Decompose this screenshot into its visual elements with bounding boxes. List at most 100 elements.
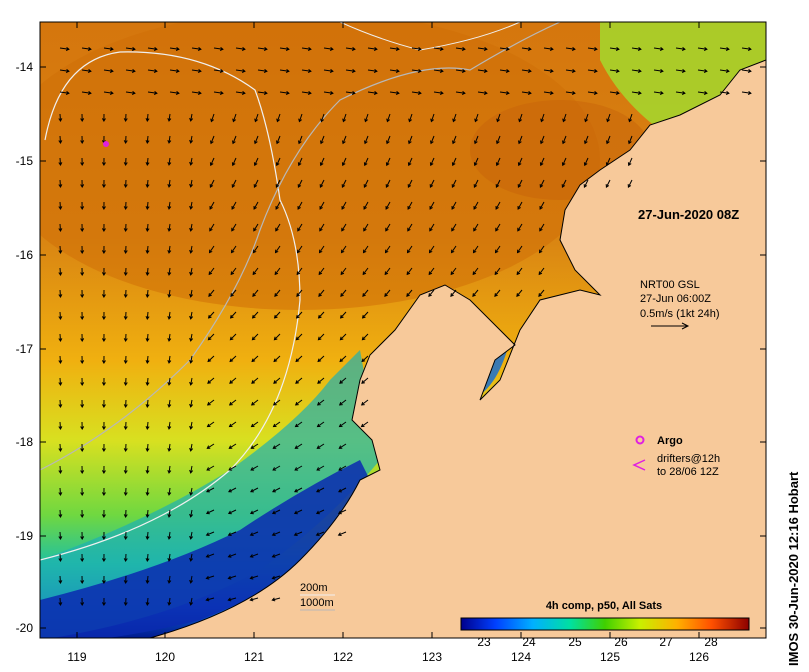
current-vector-head [123, 558, 128, 562]
current-vector-head [58, 140, 63, 144]
current-vector [228, 597, 237, 601]
current-vector-head [293, 532, 298, 536]
current-vector-head [197, 47, 202, 51]
colorbar-label: 28 [704, 635, 718, 649]
current-vector [295, 421, 303, 428]
current-vector [386, 113, 391, 122]
current-vector-head [338, 467, 343, 471]
current-vector-head [80, 558, 85, 562]
current-vector-head [338, 488, 342, 493]
current-vector [338, 465, 347, 471]
current-vector [81, 91, 91, 94]
current-vector-head [495, 227, 499, 232]
current-vector [697, 47, 707, 50]
current-vector [146, 399, 149, 408]
current-vector-head [496, 118, 501, 123]
current-vector [609, 69, 619, 72]
current-vector-head [430, 118, 435, 123]
current-vector-head [80, 316, 85, 320]
current-vector-head [329, 91, 334, 95]
lat-tick-label: -14 [16, 60, 34, 74]
current-vector-head [229, 358, 234, 363]
current-vector-head [583, 184, 588, 188]
current-legend: NRT00 GSL 27-Jun 06:00Z 0.5m/s (1kt 24h) [640, 279, 719, 330]
current-vector-head [205, 532, 210, 536]
current-vector-head [58, 404, 63, 408]
current-vector [276, 157, 281, 166]
current-vector-head [273, 380, 277, 384]
current-vector [190, 531, 193, 539]
current-vector-head [516, 249, 521, 254]
current-vector-head [123, 448, 128, 452]
current-vector-head [101, 294, 106, 298]
current-vector-head [439, 69, 444, 73]
current-vector [562, 113, 567, 122]
current-vector-head [80, 492, 85, 496]
current-vector-head [297, 205, 301, 210]
current-vector-head [472, 271, 477, 276]
current-vector-head [167, 447, 172, 452]
current-vector [279, 69, 289, 72]
current-vector-head [351, 69, 356, 73]
current-vector [609, 47, 619, 50]
current-vector-head [228, 401, 233, 406]
current-vector [494, 267, 501, 275]
current-vector-head [294, 401, 299, 406]
land-mass [150, 22, 766, 638]
current-vector-head [316, 445, 321, 449]
current-vector-head [483, 69, 488, 73]
current-vector-head [65, 47, 70, 51]
current-vector-head [637, 91, 642, 95]
current-vector [253, 223, 259, 232]
current-vector [59, 377, 61, 386]
current-vector-head [351, 47, 356, 51]
current-vector [341, 179, 347, 188]
current-vector-head [473, 205, 477, 210]
current-vector [565, 69, 575, 72]
current-vector-head [65, 91, 70, 95]
current-vector-head [175, 47, 180, 51]
colorbar-ramp [460, 617, 750, 631]
current-vector-head [450, 249, 455, 254]
current-vector [543, 47, 553, 50]
current-vector [59, 289, 61, 298]
current-vector [251, 421, 259, 428]
current-vector [272, 531, 281, 536]
current-vector [319, 245, 325, 253]
current-vector [190, 289, 193, 297]
current-vector-head [167, 271, 172, 276]
current-vector [339, 421, 347, 428]
current-vector [499, 47, 509, 50]
current-vector [190, 487, 193, 495]
current-vector-head [517, 205, 521, 210]
current-vector-head [637, 47, 642, 51]
current-vector [499, 69, 509, 72]
current-vector-head [294, 445, 299, 449]
current-vector-head [123, 294, 128, 298]
current-vector [190, 267, 193, 275]
current-vector [279, 91, 289, 94]
current-vector [168, 553, 171, 561]
current-vector-head [373, 69, 378, 73]
current-vector [407, 245, 413, 253]
current-vector-head [275, 227, 279, 232]
current-vector-head [207, 358, 212, 363]
current-vector-head [80, 272, 85, 276]
current-vector-head [252, 271, 257, 276]
current-vector [496, 157, 501, 166]
current-vector [429, 245, 435, 253]
current-vector [273, 421, 281, 428]
current-vector-head [461, 69, 466, 73]
current-vector [430, 135, 435, 144]
current-vector [250, 553, 259, 558]
current-vector-head [145, 535, 150, 540]
current-vector [207, 399, 215, 406]
current-vector-head [249, 532, 254, 536]
lon-tick-label: 122 [333, 650, 353, 664]
current-vector-head [175, 69, 180, 73]
current-vector [451, 245, 457, 253]
current-vector [494, 289, 501, 297]
current-vector-head [101, 536, 106, 540]
current-vector-head [538, 249, 543, 254]
current-vector-head [297, 227, 301, 232]
